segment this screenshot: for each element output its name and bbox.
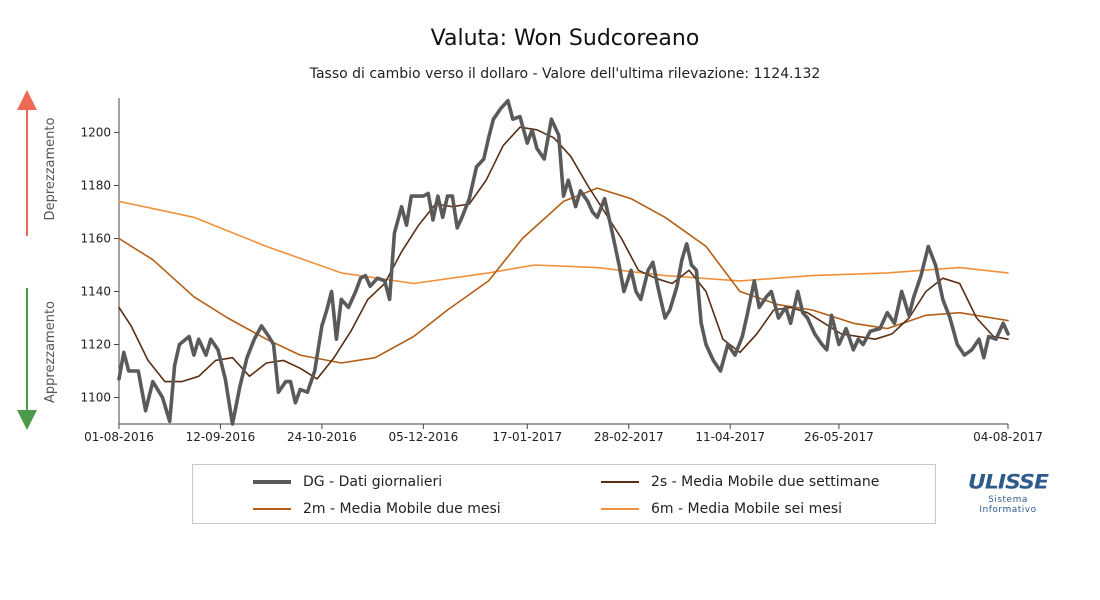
x-tick-label: 05-12-2016 [389,430,459,444]
appreciation-label: Apprezzamento [43,301,58,403]
legend-swatch-6m [601,508,639,510]
series-line-2s [118,126,1009,383]
x-tick-label: 26-05-2017 [804,430,874,444]
y-tick-label: 1180 [80,178,111,192]
legend-swatch-2s [601,481,639,483]
chart-title: Valuta: Won Sudcoreano [430,26,700,51]
x-tick-label: 04-08-2017 [973,430,1043,444]
legend-item-6m: 6m - Media Mobile sei mesi [601,501,842,517]
series-layer [117,98,1010,426]
logo-line-2: Informativo [979,505,1037,515]
legend-item-2m: 2m - Media Mobile due mesi [253,501,501,517]
x-tick-label: 01-08-2016 [84,430,154,444]
x-tick-label: 12-09-2016 [186,430,256,444]
depreciation-label: Deprezzamento [43,118,58,221]
y-tick-label: 1160 [80,231,111,245]
legend-label-2s: 2s - Media Mobile due settimane [651,474,880,490]
x-tick-label: 28-02-2017 [594,430,664,444]
axes: 1100 1120 1140 1160 1180 1200 01-08-2016 12-09-… [80,98,1043,444]
logo-word: ULISSE [968,471,1049,494]
legend-label-6m: 6m - Media Mobile sei mesi [651,501,843,517]
y-tick-label: 1120 [80,337,111,351]
series-line-dg [117,98,1010,426]
legend: DG - Dati giornalieri 2s - Media Mobile … [192,464,936,524]
logo-line-1: Sistema [988,495,1028,505]
legend-item-dg: DG - Dati giornalieri [253,474,442,490]
legend-label-dg: DG - Dati giornalieri [303,474,443,490]
legend-item-2s: 2s - Media Mobile due settimane [601,474,879,490]
y-tick-label: 1100 [80,390,111,404]
legend-swatch-dg [253,480,291,484]
x-tick-label: 11-04-2017 [695,430,765,444]
y-tick-label: 1200 [80,125,111,139]
chart-subtitle: Tasso di cambio verso il dollaro - Valor… [309,66,821,82]
y-tick-label: 1140 [80,284,111,298]
legend-label-2m: 2m - Media Mobile due mesi [303,501,501,517]
x-tick-label: 24-10-2016 [287,430,357,444]
x-tick-label: 17-01-2017 [492,430,562,444]
series-line-2m [118,187,1009,364]
ulisse-logo: ULISSE Sistema Informativo [968,470,1049,515]
legend-swatch-2m [253,508,291,510]
series-line-6m [118,200,1009,285]
